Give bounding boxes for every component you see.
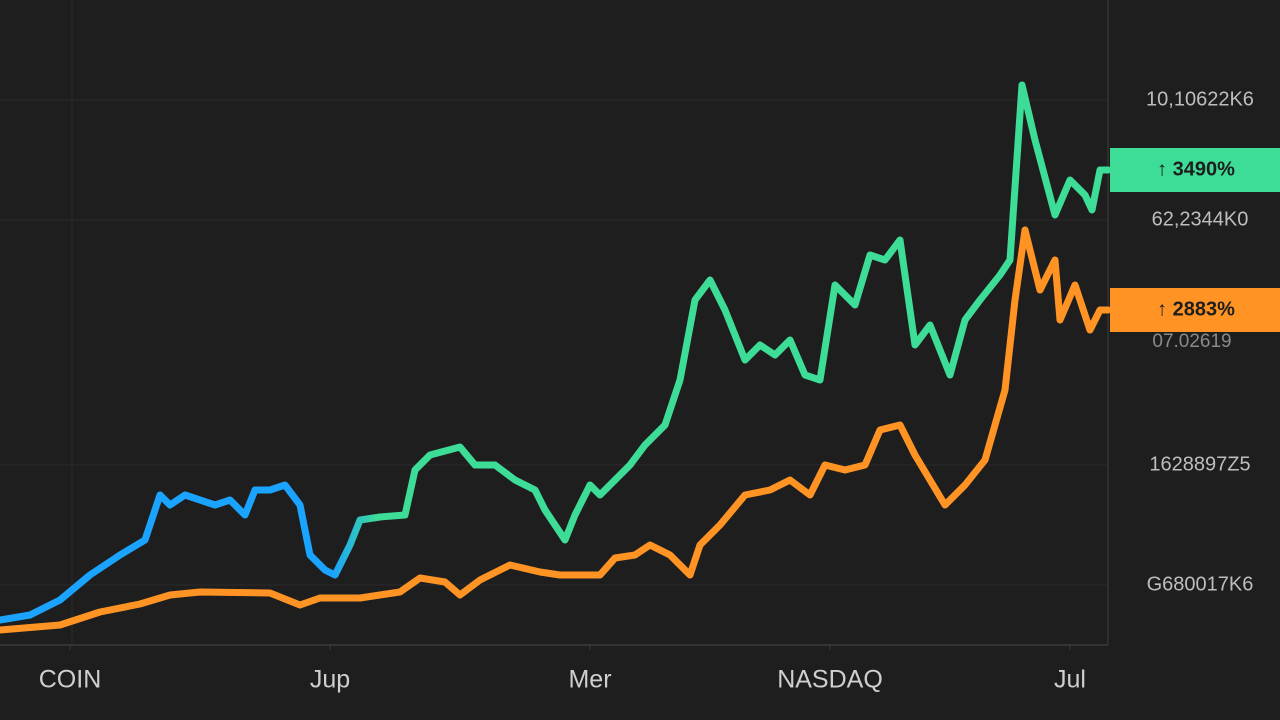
y-tick-label: 1628897Z5 <box>1149 453 1250 475</box>
x-tick-label: Mer <box>568 666 611 694</box>
y-tick-label: G680017K6 <box>1147 573 1254 595</box>
x-tick-label: COIN <box>39 666 102 694</box>
x-tick-label: NASDAQ <box>777 666 883 694</box>
labels: 10,10622K6 62,2344K0 1628897Z5 G680017K6 COI… <box>39 88 1280 694</box>
annotation: 07.02619 <box>1152 331 1231 352</box>
value-badge <box>1110 288 1280 332</box>
series-line <box>0 81 1112 624</box>
value-badge-label: ↑ 3490% <box>1157 158 1235 180</box>
x-tick-label: Jul <box>1054 666 1086 694</box>
y-tick-label: 62,2344K0 <box>1152 208 1249 230</box>
x-tick-label: Jup <box>310 666 350 694</box>
series-line <box>0 226 1112 634</box>
y-tick-label: 10,10622K6 <box>1146 88 1254 110</box>
value-badge-label: ↑ 2883% <box>1157 298 1235 320</box>
value-badge <box>1110 148 1280 192</box>
lines <box>0 81 1112 634</box>
